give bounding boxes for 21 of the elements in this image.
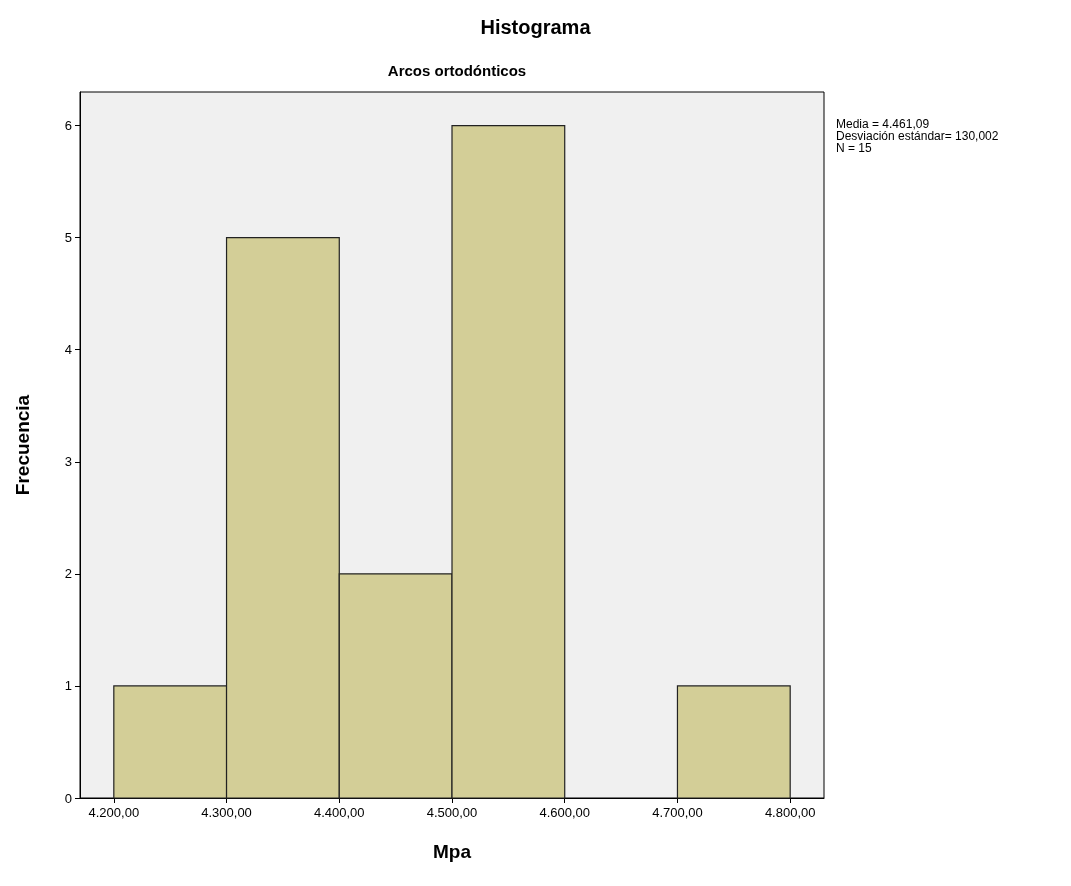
y-tick-label: 1 xyxy=(64,678,72,694)
y-tick-label: 5 xyxy=(64,230,72,246)
text: Media = 4.461,09 xyxy=(836,117,930,131)
chart-title: Histograma xyxy=(480,16,592,38)
y-tick-label: 6 xyxy=(64,118,72,134)
x-tick-label: 4.400,00 xyxy=(313,805,365,820)
y-tick-label: 4 xyxy=(64,342,72,358)
x-tick-label: 4.600,00 xyxy=(539,805,591,820)
x-tick-label: 4.800,00 xyxy=(764,805,816,820)
x-axis-title: Mpa xyxy=(433,841,472,862)
chart-subtitle: Arcos ortodónticos xyxy=(387,62,527,79)
text: Desviación estándar= 130,002 xyxy=(836,129,999,143)
x-tick-label: 4.700,00 xyxy=(652,805,703,820)
y-tick-label: 3 xyxy=(64,454,72,470)
text: N = 15 xyxy=(836,141,873,155)
x-tick-label: 4.500,00 xyxy=(426,805,478,820)
x-tick-label: 4.200,00 xyxy=(88,805,140,820)
y-axis-title: Frecuencia xyxy=(12,394,33,496)
y-tick-label: 2 xyxy=(64,566,72,582)
x-tick-label: 4.300,00 xyxy=(201,805,252,820)
y-tick-label: 0 xyxy=(64,790,72,806)
